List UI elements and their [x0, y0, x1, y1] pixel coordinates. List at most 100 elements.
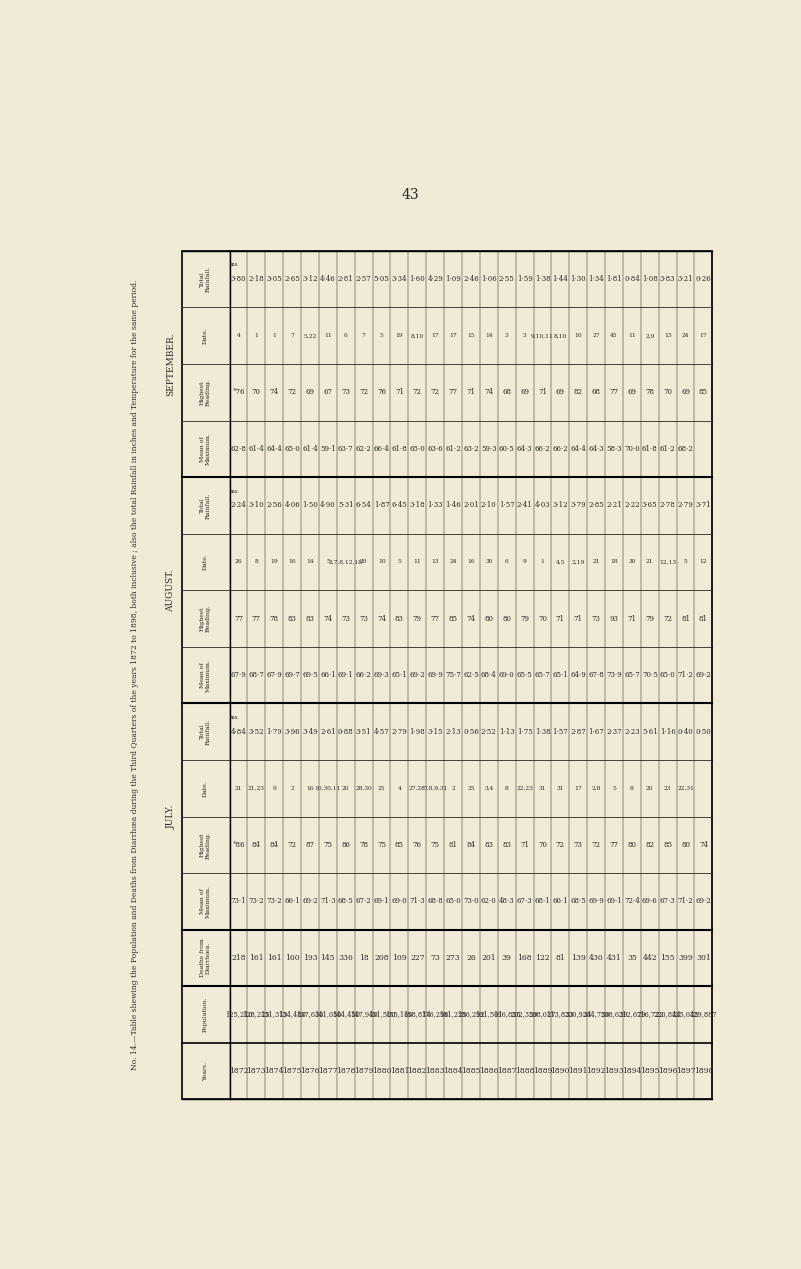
Text: 69: 69 [305, 388, 315, 396]
Text: 78: 78 [359, 841, 368, 849]
Text: 80: 80 [627, 841, 637, 849]
Text: 62·8: 62·8 [231, 445, 247, 453]
Text: Total
Rainfall.: Total Rainfall. [200, 266, 211, 292]
Text: 72: 72 [288, 388, 296, 396]
Text: 8,10: 8,10 [411, 334, 424, 339]
Text: 20: 20 [646, 786, 654, 791]
Text: 68·4: 68·4 [481, 671, 497, 679]
Text: 2·57: 2·57 [356, 275, 372, 283]
Text: 5: 5 [683, 560, 687, 565]
Text: AUGUST.: AUGUST. [167, 569, 175, 612]
Text: 1891: 1891 [569, 1067, 588, 1075]
Text: 1·06: 1·06 [481, 275, 497, 283]
Text: 2·56: 2·56 [267, 501, 282, 509]
Text: 3·71: 3·71 [695, 501, 711, 509]
Text: 196,855: 196,855 [493, 1010, 521, 1019]
Text: 202,359: 202,359 [511, 1010, 538, 1019]
Text: Date.: Date. [203, 327, 208, 344]
Text: 61·8: 61·8 [642, 445, 658, 453]
Text: 7,8,9,31: 7,8,9,31 [423, 786, 448, 791]
Text: 73·2: 73·2 [248, 897, 264, 905]
Text: 69·1: 69·1 [374, 897, 389, 905]
Text: 5·31: 5·31 [338, 501, 353, 509]
Text: 200,934: 200,934 [565, 1010, 592, 1019]
Text: 85: 85 [663, 841, 672, 849]
Text: 69·9: 69·9 [427, 671, 443, 679]
Text: 58·3: 58·3 [606, 445, 622, 453]
Text: 71: 71 [395, 388, 404, 396]
Text: 69·3: 69·3 [374, 671, 389, 679]
Text: 1·44: 1·44 [553, 275, 568, 283]
Text: 27: 27 [593, 334, 600, 339]
Text: 181,225: 181,225 [439, 1010, 467, 1019]
Text: 1873: 1873 [247, 1067, 266, 1075]
Text: 69·1: 69·1 [606, 897, 622, 905]
Text: 1·67: 1·67 [588, 727, 604, 736]
Text: 68·5: 68·5 [570, 897, 586, 905]
Text: 65·0: 65·0 [284, 445, 300, 453]
Text: 70: 70 [538, 614, 547, 623]
Text: 1·87: 1·87 [374, 501, 389, 509]
Text: 3·79: 3·79 [570, 501, 586, 509]
Text: 1883: 1883 [425, 1067, 445, 1075]
Text: 0·40: 0·40 [678, 727, 694, 736]
Text: 145: 145 [320, 954, 335, 962]
Text: 39: 39 [501, 954, 512, 962]
Text: 74: 74 [377, 614, 386, 623]
Text: 3·21: 3·21 [678, 275, 694, 283]
Text: 66·2: 66·2 [553, 445, 568, 453]
Text: 4,5: 4,5 [556, 560, 566, 565]
Text: 30: 30 [628, 560, 635, 565]
Text: 204,750: 204,750 [582, 1010, 610, 1019]
Text: Mean of
Maximum.: Mean of Maximum. [200, 659, 211, 692]
Text: 1874: 1874 [264, 1067, 284, 1075]
Text: 3·34: 3·34 [392, 275, 407, 283]
Text: 1·33: 1·33 [428, 501, 443, 509]
Text: 64·4: 64·4 [570, 445, 586, 453]
Text: 2·85: 2·85 [588, 501, 604, 509]
Text: 1892: 1892 [586, 1067, 606, 1075]
Text: 6: 6 [344, 334, 348, 339]
Text: 17: 17 [432, 334, 439, 339]
Text: 85: 85 [449, 614, 457, 623]
Text: 60·5: 60·5 [499, 445, 514, 453]
Text: 69·6: 69·6 [642, 897, 658, 905]
Text: 1896: 1896 [658, 1067, 678, 1075]
Text: 208: 208 [374, 954, 388, 962]
Text: 2·41: 2·41 [517, 501, 533, 509]
Text: 8,10: 8,10 [553, 334, 567, 339]
Text: 1885: 1885 [461, 1067, 481, 1075]
Text: 72: 72 [431, 388, 440, 396]
Text: 71·2: 71·2 [678, 897, 694, 905]
Text: 65·7: 65·7 [534, 671, 550, 679]
Text: 59·1: 59·1 [320, 445, 336, 453]
Text: 65·5: 65·5 [517, 671, 533, 679]
Text: No. 14.—Table shewing the Population and Deaths from Diarrhœa during the Third Q: No. 14.—Table shewing the Population and… [131, 280, 139, 1070]
Text: 16: 16 [306, 786, 314, 791]
Text: 155,160: 155,160 [386, 1010, 413, 1019]
Text: 66·4: 66·4 [374, 445, 389, 453]
Text: 65·0: 65·0 [409, 445, 425, 453]
Text: 2·46: 2·46 [463, 275, 479, 283]
Text: 24: 24 [682, 334, 690, 339]
Text: 69: 69 [520, 388, 529, 396]
Text: 5·05: 5·05 [374, 275, 389, 283]
Text: 76: 76 [377, 388, 386, 396]
Text: 2·22: 2·22 [624, 501, 640, 509]
Text: 19: 19 [271, 560, 278, 565]
Text: 62·5: 62·5 [463, 671, 479, 679]
Text: ins.: ins. [231, 263, 239, 268]
Text: 17: 17 [699, 334, 707, 339]
Text: 9,10,11: 9,10,11 [531, 334, 554, 339]
Text: 1894: 1894 [622, 1067, 642, 1075]
Text: 19: 19 [396, 334, 403, 339]
Text: 193: 193 [303, 954, 317, 962]
Text: 61·4: 61·4 [302, 445, 318, 453]
Text: 70: 70 [538, 841, 547, 849]
Text: 84: 84 [466, 841, 476, 849]
Text: 79: 79 [413, 614, 422, 623]
Text: 73·1: 73·1 [231, 897, 246, 905]
Text: 77: 77 [431, 614, 440, 623]
Text: 73·2: 73·2 [267, 897, 282, 905]
Text: 5: 5 [397, 560, 401, 565]
